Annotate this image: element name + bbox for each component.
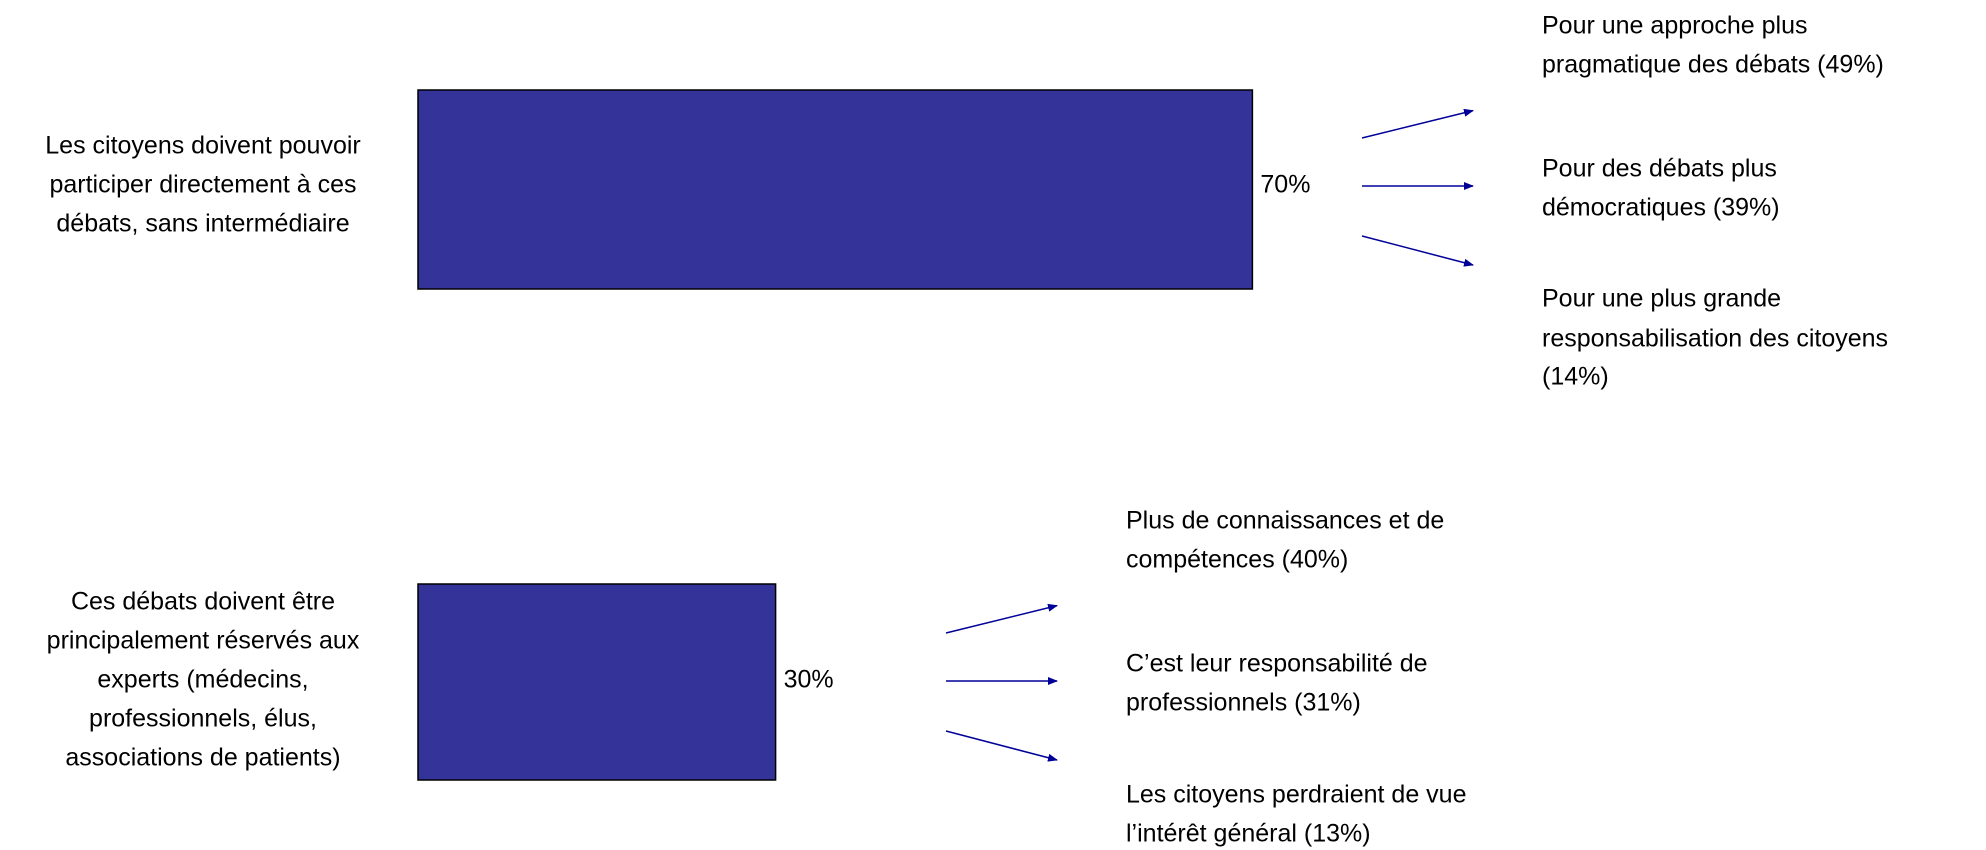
arrow — [945, 730, 1058, 762]
category-label: professionnels, élus, — [89, 705, 317, 733]
reason-text: l’intérêt général (13%) — [1126, 820, 1371, 848]
category-label: débats, sans intermédiaire — [56, 210, 349, 238]
reason-text: Plus de connaissances et de — [1126, 507, 1444, 535]
reason-text: Pour une plus grande — [1542, 285, 1781, 313]
reason-text: (14%) — [1542, 363, 1609, 391]
category-label: principalement réservés aux — [47, 627, 360, 655]
reason-text: démocratiques (39%) — [1542, 194, 1780, 222]
reason-text: professionnels (31%) — [1126, 689, 1361, 717]
reason-text: Pour des débats plus — [1542, 155, 1777, 183]
reason-text: responsabilisation des citoyens — [1542, 325, 1888, 353]
arrow — [1361, 235, 1474, 267]
category-label: Ces débats doivent être — [71, 588, 335, 616]
reason-text: C’est leur responsabilité de — [1126, 650, 1428, 678]
category-label: associations de patients) — [65, 744, 340, 772]
reason-text: pragmatique des débats (49%) — [1542, 51, 1884, 79]
arrow — [1361, 108, 1474, 139]
reason-text: compétences (40%) — [1126, 546, 1348, 574]
bar — [417, 89, 1254, 290]
value-label: 30% — [784, 666, 834, 694]
bar — [417, 583, 777, 781]
category-label: Les citoyens doivent pouvoir — [45, 132, 360, 160]
category-label: participer directement à ces — [49, 171, 356, 199]
reason-text: Les citoyens perdraient de vue — [1126, 781, 1467, 809]
arrow — [945, 603, 1058, 634]
category-label: experts (médecins, — [97, 666, 308, 694]
reason-text: Pour une approche plus — [1542, 12, 1807, 40]
value-label: 70% — [1260, 171, 1310, 199]
